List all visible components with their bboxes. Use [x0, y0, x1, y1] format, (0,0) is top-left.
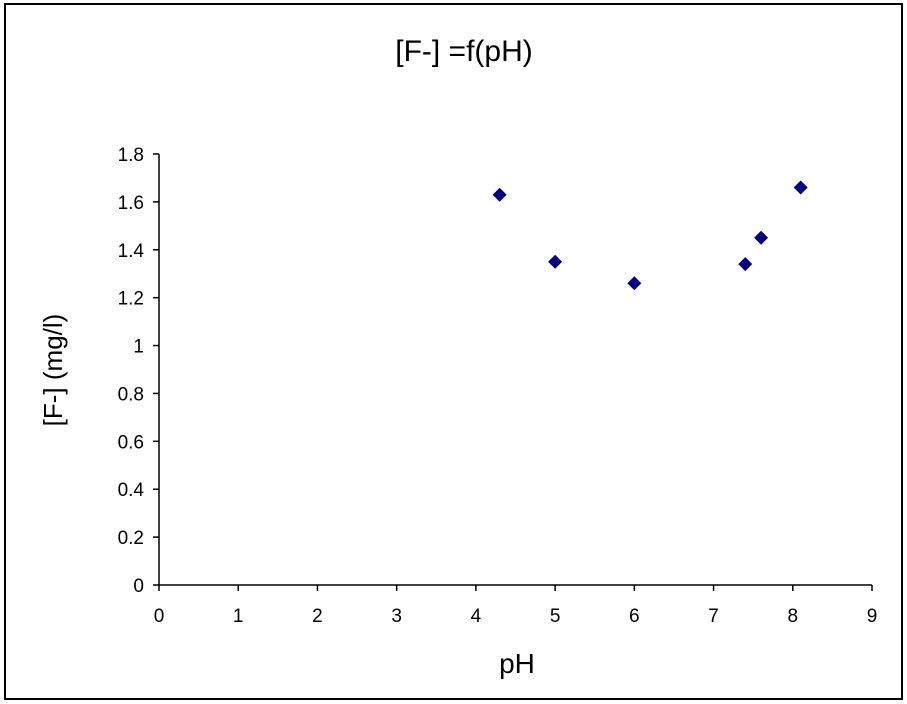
data-point: [492, 187, 507, 202]
x-tick-label: 4: [471, 606, 482, 627]
y-ticks: 0 0.2 0.4 0.6 0.8 1 1.2 1.4 1.6 1.8: [118, 145, 159, 597]
chart-area: [4, 3, 903, 700]
x-tick-label: 2: [312, 606, 323, 627]
y-tick-label: 1.2: [118, 289, 144, 310]
data-point: [627, 276, 642, 291]
y-tick-label: 0.2: [118, 528, 144, 549]
y-tick-label: 1.6: [118, 193, 144, 214]
y-tick-label: 0.8: [118, 384, 144, 405]
data-point: [754, 230, 769, 245]
x-tick-label: 0: [154, 606, 165, 627]
y-tick-label: 0.6: [118, 432, 144, 453]
x-axis-label: pH: [499, 648, 535, 679]
chart-title: [F-] =f(pH): [395, 35, 533, 68]
y-tick-label: 0.4: [118, 480, 145, 501]
data-point: [548, 254, 563, 269]
y-axis-label: [F-] (mg/l): [38, 314, 68, 427]
x-tick-label: 6: [629, 606, 640, 627]
x-tick-label: 7: [708, 606, 719, 627]
data-point: [738, 257, 753, 272]
x-tick-label: 8: [787, 606, 798, 627]
x-tick-label: 9: [867, 606, 878, 627]
data-point: [793, 180, 808, 195]
x-tick-label: 3: [391, 606, 402, 627]
y-tick-label: 1.4: [118, 241, 145, 262]
y-tick-label: 1: [133, 337, 144, 358]
x-ticks: 0 1 2 3 4 5 6 7 8 9: [154, 585, 878, 627]
x-tick-label: 1: [233, 606, 244, 627]
y-tick-label: 1.8: [118, 145, 144, 166]
y-tick-label: 0: [133, 576, 144, 597]
axes: [158, 154, 872, 586]
data-points: [492, 180, 808, 291]
x-tick-label: 5: [550, 606, 561, 627]
